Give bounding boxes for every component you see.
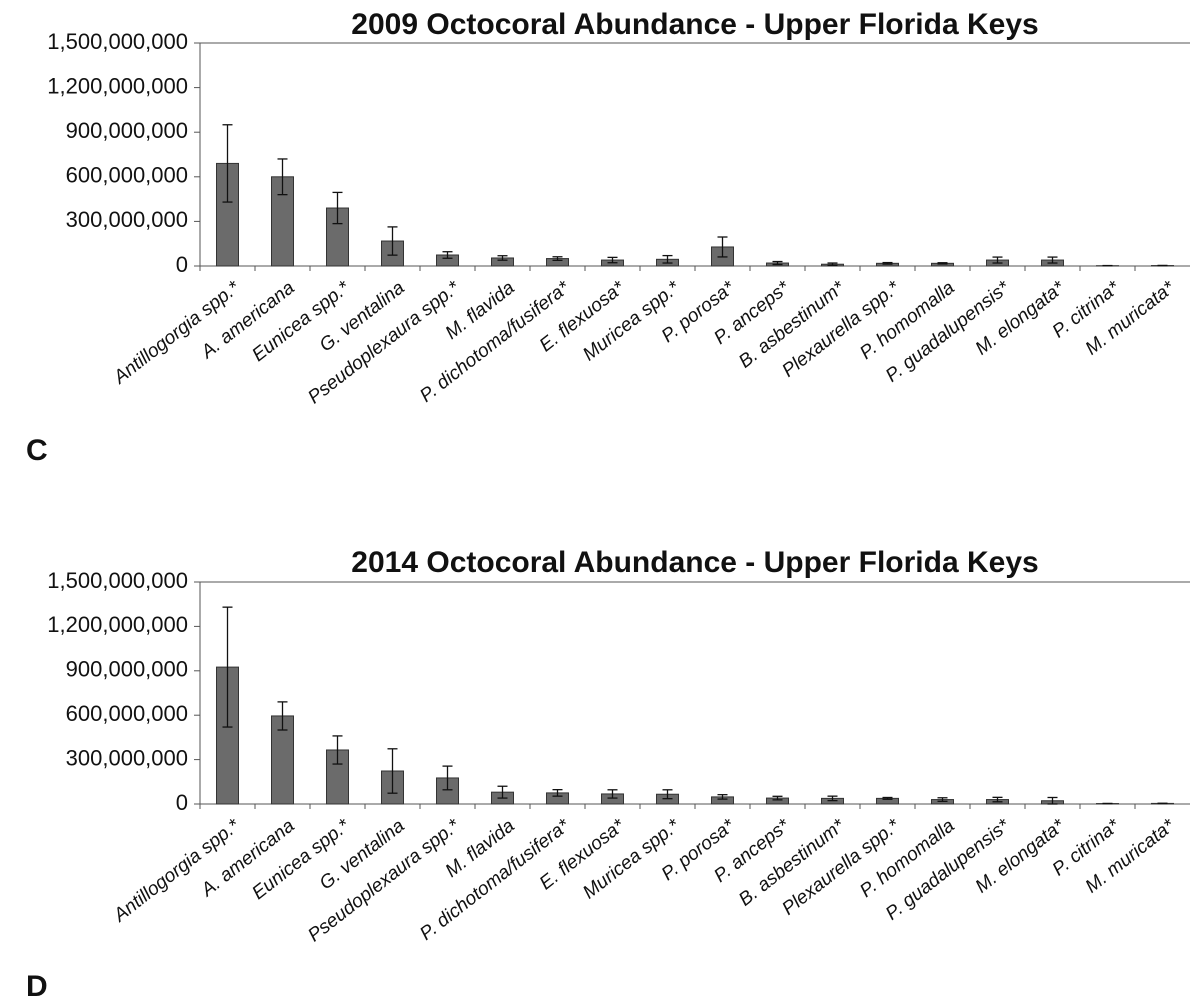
y-tick-label: 1,500,000,000 xyxy=(47,29,188,54)
x-tick-label: A. americana xyxy=(197,815,299,901)
y-tick-label: 600,000,000 xyxy=(66,163,188,188)
y-tick-label: 1,200,000,000 xyxy=(47,73,188,98)
y-tick-label: 300,000,000 xyxy=(66,207,188,232)
y-tick-label: 1,200,000,000 xyxy=(47,612,188,637)
y-tick-label: 300,000,000 xyxy=(66,745,188,770)
chart-title: 2009 Octocoral Abundance - Upper Florida… xyxy=(351,8,1038,41)
y-tick-label: 600,000,000 xyxy=(66,701,188,726)
y-tick-label: 0 xyxy=(176,252,188,277)
y-tick-label: 900,000,000 xyxy=(66,657,188,682)
chart-title: 2014 Octocoral Abundance - Upper Florida… xyxy=(351,546,1038,579)
panel-label: C xyxy=(26,434,48,467)
x-tick-label: A. americana xyxy=(197,277,299,363)
y-tick-label: 0 xyxy=(176,790,188,815)
y-tick-label: 900,000,000 xyxy=(66,118,188,143)
panel-label: D xyxy=(26,970,48,1003)
y-tick-label: 1,500,000,000 xyxy=(47,568,188,593)
